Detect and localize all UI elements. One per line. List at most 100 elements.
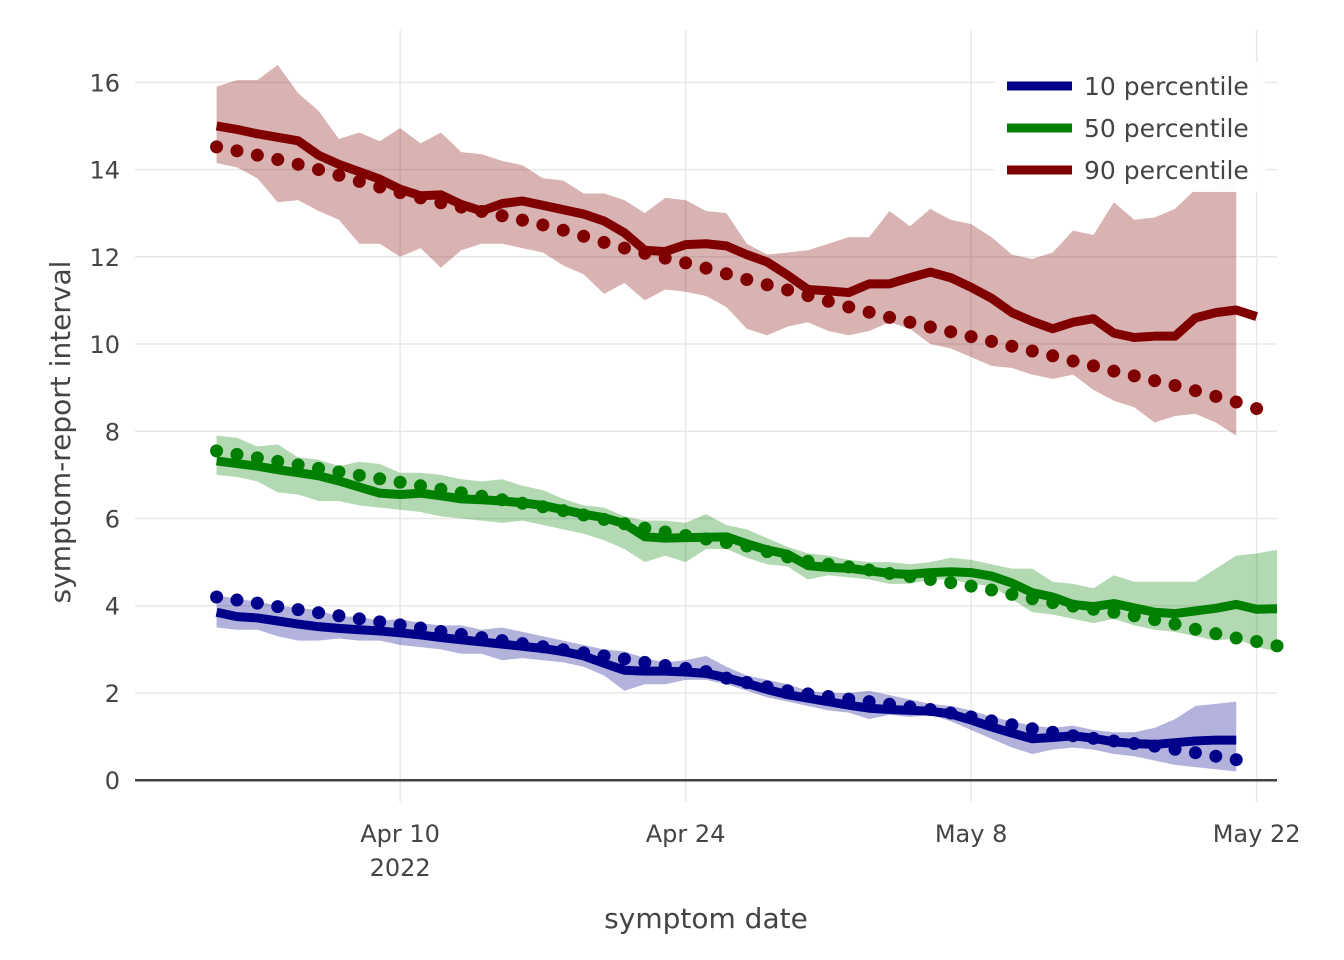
trend-dot-50 — [393, 475, 407, 489]
trend-dot-90 — [536, 218, 550, 232]
y-tick-label: 12 — [89, 244, 120, 272]
trend-dot-90 — [985, 334, 998, 348]
trend-dot-10 — [617, 652, 631, 666]
trend-dot-50 — [352, 468, 366, 482]
y-tick-label: 2 — [105, 680, 120, 708]
trend-dot-50 — [1107, 605, 1121, 619]
y-axis-title: symptom-report interval — [44, 261, 77, 604]
trend-dot-50 — [250, 451, 264, 465]
trend-dot-90 — [679, 256, 693, 270]
trend-dot-90 — [515, 213, 529, 227]
trend-dot-90 — [740, 272, 754, 286]
trend-dot-10 — [210, 590, 224, 604]
trend-dot-10 — [1229, 753, 1243, 767]
trend-dot-90 — [291, 157, 305, 171]
trend-dot-10 — [271, 600, 285, 614]
trend-dot-90 — [271, 153, 285, 167]
trend-dot-10 — [1025, 722, 1039, 736]
x-tick-label: May 22 — [1213, 820, 1301, 848]
trend-dot-50 — [1188, 622, 1202, 636]
trend-dot-90 — [781, 283, 795, 297]
trend-dot-50 — [1209, 627, 1223, 641]
trend-dot-50 — [1168, 617, 1182, 631]
y-tick-label: 10 — [89, 331, 120, 359]
trend-dot-90 — [964, 330, 978, 344]
trend-dot-50 — [944, 576, 958, 590]
trend-dot-90 — [1209, 389, 1223, 403]
trend-dot-90 — [250, 148, 264, 162]
trend-dot-90 — [699, 261, 713, 275]
trend-dot-10 — [352, 612, 366, 626]
trend-dot-90 — [352, 174, 366, 188]
trend-dot-90 — [821, 294, 835, 308]
trend-dot-10 — [373, 615, 387, 629]
trend-dot-90 — [1148, 374, 1162, 388]
trend-dot-50 — [964, 579, 978, 593]
legend-label: 50 percentile — [1084, 114, 1249, 143]
trend-dot-90 — [1188, 384, 1202, 398]
trend-dot-90 — [1168, 378, 1182, 392]
legend-label: 10 percentile — [1084, 72, 1249, 101]
trend-dot-90 — [1127, 369, 1141, 383]
trend-dot-90 — [1046, 349, 1060, 363]
trend-dot-90 — [577, 229, 591, 243]
axes: 0 2 4 6 8 10 12 14 16 Apr 10 2022 Apr 24 May 8 May 22 — [89, 69, 1300, 882]
trend-dot-90 — [597, 235, 611, 249]
trend-dot-90 — [944, 325, 958, 339]
x-tick-label: Apr 24 — [646, 820, 726, 848]
y-tick-label: 6 — [105, 505, 120, 533]
trend-dot-90 — [760, 278, 774, 292]
trend-dot-50 — [373, 472, 387, 486]
y-tick-label: 4 — [105, 593, 120, 621]
trend-dot-90 — [556, 223, 570, 237]
y-tick-label: 8 — [105, 418, 120, 446]
trend-dot-90 — [1066, 354, 1080, 368]
trend-dot-90 — [1005, 339, 1019, 353]
trend-dot-90 — [923, 320, 937, 334]
y-tick-label: 14 — [89, 157, 120, 185]
trend-dot-90 — [495, 209, 509, 223]
legend[interactable]: 10 percentile 50 percentile 90 percentile — [995, 62, 1265, 192]
y-tick-label: 16 — [89, 69, 120, 97]
trend-dot-90 — [230, 144, 244, 158]
trend-dot-90 — [719, 267, 733, 281]
trend-dot-10 — [1188, 746, 1202, 760]
trend-dot-90 — [1025, 344, 1039, 358]
line-90 — [215, 121, 1258, 342]
percentile-lines — [215, 121, 1278, 749]
trend-dot-50 — [1005, 587, 1019, 601]
trend-dot-10 — [638, 655, 652, 669]
trend-dot-90 — [312, 163, 326, 177]
x-tick-label: Apr 10 — [360, 820, 440, 848]
trend-dot-90 — [842, 300, 856, 314]
line-10 — [215, 607, 1237, 749]
trend-dot-50 — [1250, 634, 1264, 648]
x-tick-label: May 8 — [935, 820, 1008, 848]
trend-dot-10 — [230, 593, 244, 607]
trend-dot-90 — [210, 140, 224, 154]
trend-dot-90 — [903, 315, 917, 329]
trend-dot-10 — [312, 606, 326, 620]
trend-dot-90 — [862, 305, 876, 319]
x-tick-sublabel: 2022 — [370, 854, 431, 882]
trend-dot-10 — [291, 603, 305, 617]
line-50 — [215, 456, 1278, 619]
trend-dot-10 — [1209, 749, 1223, 763]
trend-dot-90 — [1250, 402, 1264, 416]
trend-dot-50 — [210, 444, 224, 458]
trend-dot-50 — [1270, 639, 1284, 653]
y-tick-label: 0 — [105, 767, 120, 795]
trend-dot-50 — [1229, 631, 1243, 645]
trend-dot-90 — [1229, 395, 1243, 409]
trend-dot-10 — [250, 596, 264, 610]
trend-dot-90 — [1107, 364, 1121, 378]
trend-dot-90 — [332, 168, 346, 182]
legend-label: 90 percentile — [1084, 156, 1249, 185]
trend-dot-50 — [230, 447, 244, 461]
trend-dot-90 — [617, 241, 631, 255]
trend-dot-10 — [332, 609, 346, 623]
x-axis-title: symptom date — [604, 902, 808, 935]
trend-dot-50 — [985, 583, 998, 597]
trend-dot-90 — [883, 310, 897, 324]
